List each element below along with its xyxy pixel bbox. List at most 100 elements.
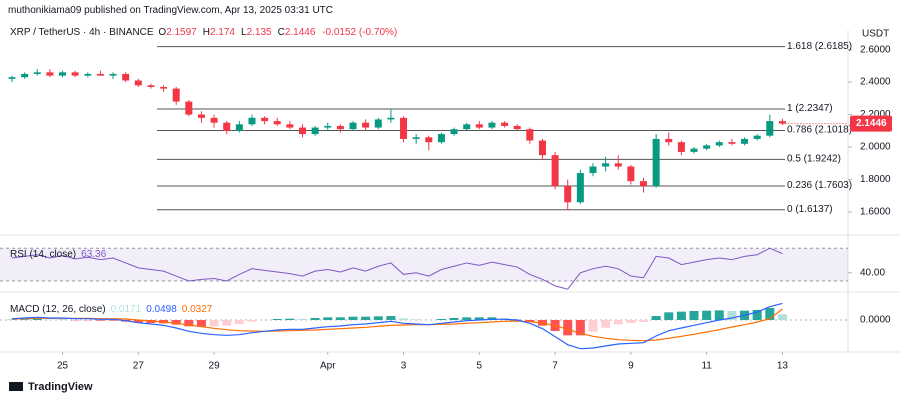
candle-body	[273, 121, 281, 125]
macd-histogram-bar	[601, 320, 611, 328]
macd-histogram-bar	[664, 312, 674, 320]
candle-body	[400, 117, 408, 139]
candle-body	[286, 124, 294, 128]
publisher-line: muthonikiama09 published on TradingView.…	[8, 5, 334, 16]
candle-body	[425, 137, 433, 143]
macd-histogram-bar	[222, 320, 232, 326]
x-tick-label: 13	[777, 361, 789, 372]
candle-body	[324, 125, 332, 128]
macd-histogram-bar	[487, 317, 497, 320]
macd-histogram-bar	[20, 319, 30, 320]
macd-line	[11, 302, 783, 350]
candle-body	[109, 73, 117, 76]
x-tick-label: 27	[133, 361, 145, 372]
x-tick-label: Apr	[320, 361, 336, 372]
candle-body	[84, 73, 92, 76]
y-tick-label: 2.6000	[860, 44, 891, 55]
candle-body	[576, 173, 584, 203]
macd-histogram-bar	[386, 316, 396, 320]
macd-histogram-bar	[171, 320, 181, 325]
macd-histogram-bar	[184, 320, 194, 327]
brand-logo	[9, 382, 23, 391]
candle-body	[223, 122, 231, 131]
macd-histogram-bar	[714, 310, 724, 320]
candle-body	[374, 119, 382, 128]
macd-histogram-bar	[108, 320, 118, 321]
macd-histogram-bar	[651, 316, 661, 320]
rsi-value: 63.36	[81, 249, 106, 260]
candle-body	[627, 166, 635, 182]
macd-histogram-bar	[348, 316, 358, 320]
candle-body	[501, 122, 509, 126]
fib-label: 0 (1.6137)	[787, 204, 833, 215]
brand: TradingView	[28, 381, 93, 393]
macd-histogram-bar	[563, 320, 573, 336]
macd-label: MACD (12, 26, close)	[10, 304, 106, 315]
candle-body	[551, 155, 559, 187]
candle-body	[766, 121, 774, 136]
candle-body	[46, 72, 54, 76]
macd-histogram-bar	[95, 320, 105, 321]
x-tick-label: 29	[209, 361, 221, 372]
candle-body	[134, 80, 142, 86]
last-price-label: 2.1446	[856, 118, 887, 129]
candle-body	[349, 122, 357, 130]
macd-histogram-bar	[752, 310, 762, 320]
macd-histogram-bar	[639, 320, 648, 322]
candle-body	[235, 124, 243, 131]
candle-body	[564, 186, 572, 203]
x-tick-label: 9	[628, 361, 634, 372]
macd-histogram-bar	[436, 319, 446, 320]
candle-body	[652, 138, 660, 187]
candle-body	[21, 73, 29, 78]
candle-body	[59, 72, 67, 76]
candle-body	[778, 121, 786, 124]
ohlc-value: 2.1597	[166, 27, 197, 38]
x-tick-label: 5	[477, 361, 483, 372]
candle-body	[147, 85, 155, 87]
macd-histogram-bar	[209, 320, 219, 327]
candle-body	[362, 122, 370, 128]
candle-body	[71, 72, 79, 76]
macd-histogram-bar	[777, 314, 787, 320]
macd-histogram-bar	[474, 317, 484, 320]
candle-body	[96, 73, 104, 76]
x-tick-label: 25	[57, 361, 69, 372]
candle-body	[526, 129, 534, 141]
candle-body	[311, 127, 319, 135]
rsi-label: RSI (14, close)	[10, 249, 76, 260]
candle-body	[690, 148, 698, 152]
ohlc-readout: O2.1597 H2.174 L2.135 C2.1446	[156, 27, 319, 38]
ohlc-key: H	[202, 27, 210, 38]
candle-body	[602, 163, 610, 167]
candle-body	[450, 129, 458, 135]
candle-body	[665, 138, 673, 143]
candle-body	[160, 86, 168, 89]
candle-body	[538, 140, 546, 156]
macd-histogram-bar	[575, 320, 585, 336]
candle-body	[703, 145, 711, 149]
macd-histogram-bar	[676, 311, 686, 320]
macd-histogram-bar	[133, 320, 143, 323]
candle-body	[715, 142, 723, 146]
candle-body	[8, 77, 16, 79]
macd-histogram-bar	[297, 319, 307, 320]
candle-body	[640, 181, 647, 187]
macd-histogram-bar	[462, 317, 472, 320]
candle-body	[412, 137, 420, 139]
macd-histogram-bar	[234, 320, 244, 324]
ohlc-key: L	[241, 27, 247, 38]
candle-body	[589, 166, 597, 174]
y-tick-label: 2.0000	[860, 142, 891, 153]
y-tick-label: 2.4000	[860, 77, 891, 88]
macd-histogram-bar	[525, 320, 535, 322]
ohlc-key: O	[158, 27, 167, 38]
candle-body	[172, 88, 180, 102]
fib-label: 0.786 (2.1018)	[787, 125, 852, 136]
macd-histogram-bar	[310, 318, 320, 320]
candle-body	[488, 122, 496, 128]
macd-histogram-bar	[588, 320, 598, 332]
candle-body	[210, 117, 218, 123]
candle-body	[122, 73, 130, 81]
